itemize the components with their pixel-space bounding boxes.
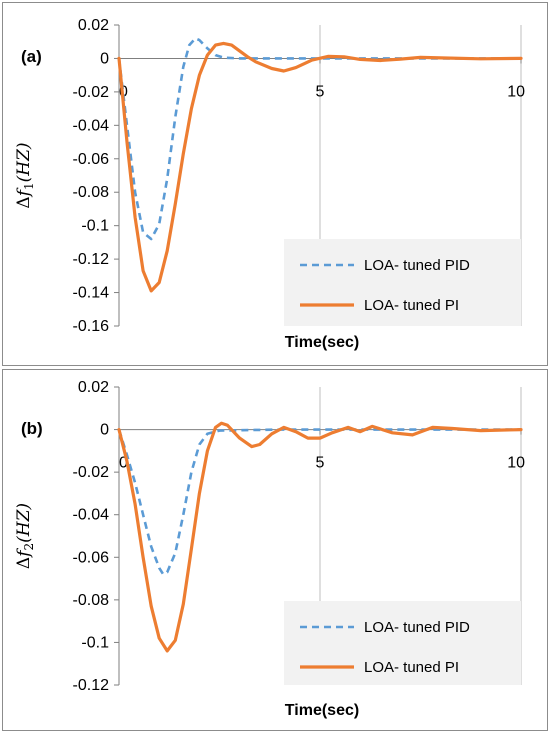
legend-entry: LOA- tuned PI — [364, 297, 459, 314]
y-tick-label: 0.02 — [78, 379, 109, 396]
series-line-pid — [117, 37, 521, 241]
y-tick-label: -0.02 — [73, 84, 110, 101]
chart-a-svg: 0.02 0 -0.02 -0.04 -0.06 -0.08 -0.1 -0.12 -0.14 -… — [14, 17, 525, 351]
y-tick-label: 0 — [100, 50, 109, 67]
y-tick-label: -0.08 — [73, 184, 110, 201]
panel-label: (a) — [21, 47, 42, 66]
y-tick-label: -0.06 — [73, 549, 110, 566]
y-tick-label: -0.04 — [73, 507, 110, 524]
legend-entry: LOA- tuned PID — [364, 619, 470, 636]
y-tick-label: -0.06 — [73, 151, 110, 168]
legend-entry: LOA- tuned PID — [364, 257, 470, 274]
y-tick-label: -0.14 — [73, 285, 110, 302]
chart-panel-b: 0.02 0 -0.02 -0.04 -0.06 -0.08 -0.1 -0.12 0 5 10 LO… — [2, 369, 548, 731]
x-tick-label: 10 — [507, 455, 525, 472]
panel-label: (b) — [21, 419, 43, 438]
y-tick-label: -0.02 — [73, 464, 110, 481]
y-tick-label: -0.04 — [73, 117, 110, 134]
x-tick-label: 5 — [316, 455, 325, 472]
x-axis-label: Time(sec) — [285, 702, 359, 719]
x-tick-label: 0 — [119, 455, 128, 472]
y-axis-label: Δf1(HZ) — [14, 142, 36, 208]
legend-box — [284, 239, 521, 326]
legend-entry: LOA- tuned PI — [364, 659, 459, 676]
legend-box — [284, 601, 521, 685]
y-tick-label: -0.08 — [73, 592, 110, 609]
y-tick-label: -0.1 — [81, 218, 109, 235]
x-tick-label: 5 — [316, 83, 325, 100]
y-axis-label: Δf2(HZ) — [14, 503, 36, 569]
y-tick-label: 0 — [100, 422, 109, 439]
y-tick-label: 0.02 — [78, 17, 109, 34]
chart-b-svg: 0.02 0 -0.02 -0.04 -0.06 -0.08 -0.1 -0.12 0 5 10 LO… — [14, 379, 525, 719]
series-line-pi — [117, 41, 523, 293]
chart-panel-a: 0.02 0 -0.02 -0.04 -0.06 -0.08 -0.1 -0.12 -0.14 -… — [2, 2, 548, 366]
y-tick-label: -0.16 — [73, 318, 110, 335]
series-line-pi — [117, 421, 523, 653]
x-axis-label: Time(sec) — [285, 334, 359, 351]
y-tick-label: -0.1 — [81, 634, 109, 651]
y-tick-label: -0.12 — [73, 677, 110, 694]
y-tick-label: -0.12 — [73, 251, 110, 268]
x-tick-label: 10 — [507, 83, 525, 100]
